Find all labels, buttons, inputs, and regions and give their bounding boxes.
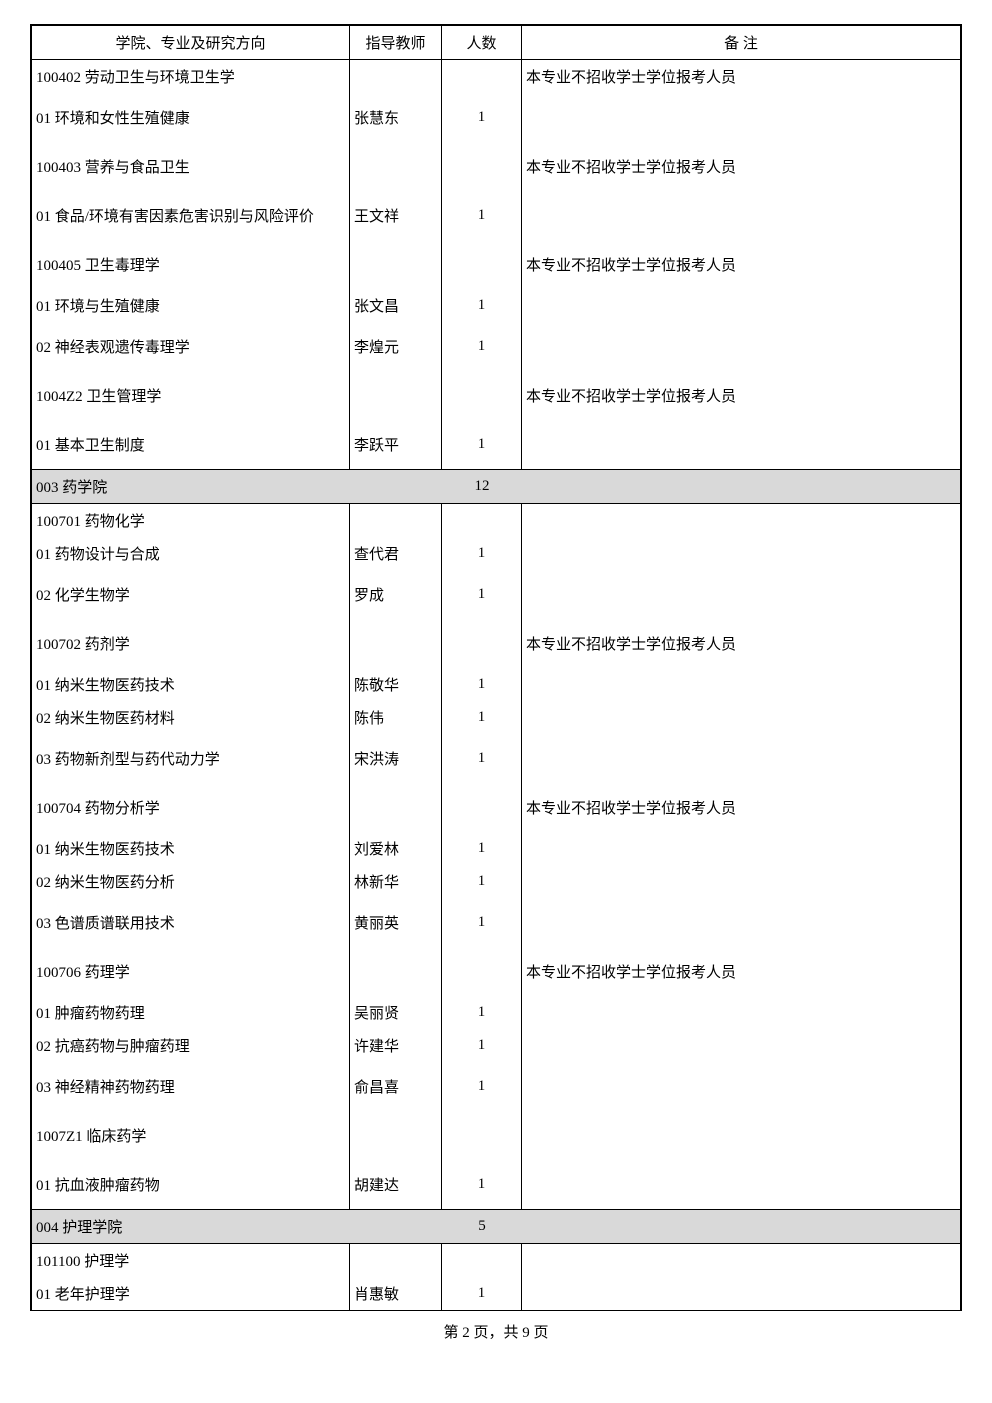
catalog-table: 学院、专业及研究方向 指导教师 人数 备 注 100402 劳动卫生与环境卫生学…: [30, 24, 962, 1311]
topic-title: 03 药物新剂型与药代动力学: [32, 734, 350, 783]
subject-title: 1007Z1 临床药学: [32, 1111, 350, 1160]
topic-advisor: 李跃平: [350, 420, 442, 470]
topic-title: 03 色谱质谱联用技术: [32, 898, 350, 947]
section-header: 003 药学院 12: [32, 470, 960, 504]
subject-title: 100405 卫生毒理学: [32, 240, 350, 289]
topic-title: 01 环境和女性生殖健康: [32, 93, 350, 142]
topic-title: 03 神经精神药物药理: [32, 1062, 350, 1111]
subject-note: 本专业不招收学士学位报考人员: [522, 783, 960, 832]
subject-title: 100702 药剂学: [32, 619, 350, 668]
col-header-count: 人数: [442, 26, 522, 60]
section-count: 12: [442, 478, 522, 495]
page-footer: 第 2 页，共 9 页: [30, 1311, 962, 1342]
subject-block: 100403 营养与食品卫生 本专业不招收学士学位报考人员 01 食品/环境有害…: [32, 142, 960, 240]
col-header-major: 学院、专业及研究方向: [32, 26, 350, 60]
topic-advisor: 查代君: [350, 537, 442, 570]
topic-title: 01 老年护理学: [32, 1277, 350, 1310]
topic-title: 02 抗癌药物与肿瘤药理: [32, 1029, 350, 1062]
topic-count: 1: [442, 996, 522, 1029]
subject-block: 100405 卫生毒理学 本专业不招收学士学位报考人员 01 环境与生殖健康 张…: [32, 240, 960, 371]
subject-block: 100704 药物分析学 本专业不招收学士学位报考人员 01 纳米生物医药技术 …: [32, 783, 960, 947]
topic-advisor: 陈伟: [350, 701, 442, 734]
topic-count: 1: [442, 1062, 522, 1111]
topic-count: 1: [442, 668, 522, 701]
topic-title: 01 纳米生物医药技术: [32, 832, 350, 865]
topic-count: 1: [442, 420, 522, 470]
topic-title: 01 药物设计与合成: [32, 537, 350, 570]
topic-advisor: 张慧东: [350, 93, 442, 142]
topic-count: 1: [442, 191, 522, 240]
topic-title: 01 环境与生殖健康: [32, 289, 350, 322]
topic-count: 1: [442, 865, 522, 898]
topic-count: 1: [442, 832, 522, 865]
subject-block: 101100 护理学 01 老年护理学 肖惠敏 1: [32, 1244, 960, 1310]
subject-note: 本专业不招收学士学位报考人员: [522, 619, 960, 668]
subject-title: 100706 药理学: [32, 947, 350, 996]
topic-advisor: 黄丽英: [350, 898, 442, 947]
subject-block: 100706 药理学 本专业不招收学士学位报考人员 01 肿瘤药物药理 吴丽贤 …: [32, 947, 960, 1111]
topic-advisor: 许建华: [350, 1029, 442, 1062]
topic-advisor: 张文昌: [350, 289, 442, 322]
topic-count: 1: [442, 289, 522, 322]
subject-title: 100402 劳动卫生与环境卫生学: [32, 60, 350, 93]
subject-note: 本专业不招收学士学位报考人员: [522, 142, 960, 191]
subject-title: 100704 药物分析学: [32, 783, 350, 832]
subject-block: 1007Z1 临床药学 01 抗血液肿瘤药物 胡建达 1: [32, 1111, 960, 1210]
subject-title: 101100 护理学: [32, 1244, 350, 1277]
topic-count: 1: [442, 570, 522, 619]
subject-block: 100402 劳动卫生与环境卫生学 本专业不招收学士学位报考人员 01 环境和女…: [32, 60, 960, 142]
topic-count: 1: [442, 1029, 522, 1062]
topic-title: 02 纳米生物医药分析: [32, 865, 350, 898]
topic-advisor: 胡建达: [350, 1160, 442, 1210]
col-header-advisor: 指导教师: [350, 26, 442, 60]
topic-count: 1: [442, 898, 522, 947]
topic-title: 02 纳米生物医药材料: [32, 701, 350, 734]
section-header: 004 护理学院 5: [32, 1210, 960, 1244]
topic-advisor: 吴丽贤: [350, 996, 442, 1029]
topic-title: 01 肿瘤药物药理: [32, 996, 350, 1029]
topic-title: 02 化学生物学: [32, 570, 350, 619]
subject-block: 1004Z2 卫生管理学 本专业不招收学士学位报考人员 01 基本卫生制度 李跃…: [32, 371, 960, 470]
topic-advisor: 罗成: [350, 570, 442, 619]
subject-note: 本专业不招收学士学位报考人员: [522, 371, 960, 420]
topic-title: 02 神经表观遗传毒理学: [32, 322, 350, 371]
topic-advisor: 宋洪涛: [350, 734, 442, 783]
topic-title: 01 食品/环境有害因素危害识别与风险评价: [32, 191, 350, 240]
section-title: 004 护理学院: [32, 1216, 442, 1237]
topic-count: 1: [442, 1277, 522, 1310]
topic-advisor: 陈敬华: [350, 668, 442, 701]
subject-title: 1004Z2 卫生管理学: [32, 371, 350, 420]
topic-advisor: 林新华: [350, 865, 442, 898]
section-title: 003 药学院: [32, 476, 442, 497]
topic-title: 01 纳米生物医药技术: [32, 668, 350, 701]
topic-title: 01 抗血液肿瘤药物: [32, 1160, 350, 1210]
section-count: 5: [442, 1218, 522, 1235]
subject-title: 100403 营养与食品卫生: [32, 142, 350, 191]
topic-advisor: 刘爱林: [350, 832, 442, 865]
topic-count: 1: [442, 322, 522, 371]
subject-block: 100702 药剂学 本专业不招收学士学位报考人员 01 纳米生物医药技术 陈敬…: [32, 619, 960, 783]
topic-advisor: 王文祥: [350, 191, 442, 240]
col-header-note: 备 注: [522, 26, 960, 60]
topic-advisor: 俞昌喜: [350, 1062, 442, 1111]
subject-block: 100701 药物化学 01 药物设计与合成 查代君 1 02 化学生物学 罗成…: [32, 504, 960, 619]
topic-advisor: 肖惠敏: [350, 1277, 442, 1310]
subject-note: 本专业不招收学士学位报考人员: [522, 60, 960, 93]
subject-note: 本专业不招收学士学位报考人员: [522, 240, 960, 289]
topic-count: 1: [442, 701, 522, 734]
topic-title: 01 基本卫生制度: [32, 420, 350, 470]
topic-count: 1: [442, 537, 522, 570]
topic-count: 1: [442, 1160, 522, 1210]
topic-count: 1: [442, 93, 522, 142]
topic-count: 1: [442, 734, 522, 783]
topic-advisor: 李煌元: [350, 322, 442, 371]
table-header: 学院、专业及研究方向 指导教师 人数 备 注: [32, 26, 960, 60]
subject-title: 100701 药物化学: [32, 504, 350, 537]
subject-note: 本专业不招收学士学位报考人员: [522, 947, 960, 996]
